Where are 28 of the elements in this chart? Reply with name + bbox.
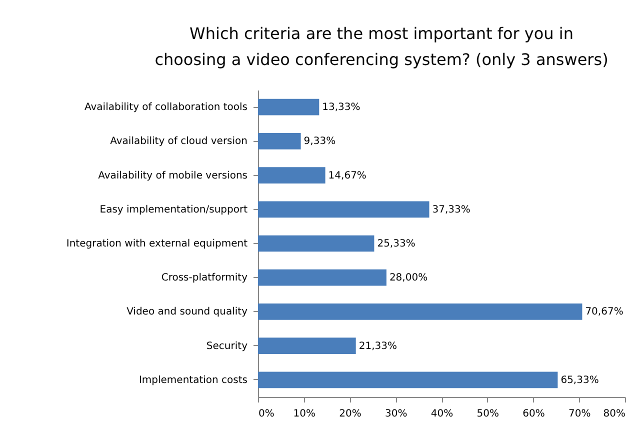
x-tick-label: 0% <box>258 408 274 420</box>
y-tick-label: Cross-platformity <box>161 272 248 284</box>
y-tick-label: Integration with external equipment <box>66 238 248 250</box>
data-label: 21,33% <box>358 340 397 352</box>
y-tick-label: Availability of cloud version <box>110 136 248 148</box>
y-tick-label: Easy implementation/support <box>100 204 248 216</box>
chart-title: Which criteria are the most important for you in choosing a video conferencing system? (only 3 answers) <box>154 24 608 69</box>
y-tick-label: Video and sound quality <box>126 306 248 318</box>
y-tick-label: Implementation costs <box>138 374 248 386</box>
data-label: 28,00% <box>389 272 428 284</box>
data-label: 37,33% <box>432 204 470 216</box>
y-tick-label: Availability of collaboration tools <box>84 102 248 114</box>
x-tick-label: 70% <box>568 408 591 420</box>
x-tick-label: 20% <box>339 408 362 420</box>
x-tick-label: 60% <box>522 408 545 420</box>
data-label: 25,33% <box>377 238 416 250</box>
x-tick-label: 40% <box>430 408 454 420</box>
y-tick-label: Availability of mobile versions <box>98 170 248 182</box>
x-tick-label: 50% <box>476 408 499 420</box>
data-label: 9,33% <box>304 136 336 148</box>
x-tick-label: 10% <box>293 408 316 420</box>
x-tick-label: 80% <box>603 408 626 420</box>
data-label: 65,33% <box>560 374 599 386</box>
data-label: 70,67% <box>585 306 624 318</box>
x-tick-label: 30% <box>385 408 408 420</box>
data-label: 14,67% <box>328 170 366 182</box>
y-tick-label: Security <box>206 340 248 352</box>
data-label: 13,33% <box>322 102 360 114</box>
